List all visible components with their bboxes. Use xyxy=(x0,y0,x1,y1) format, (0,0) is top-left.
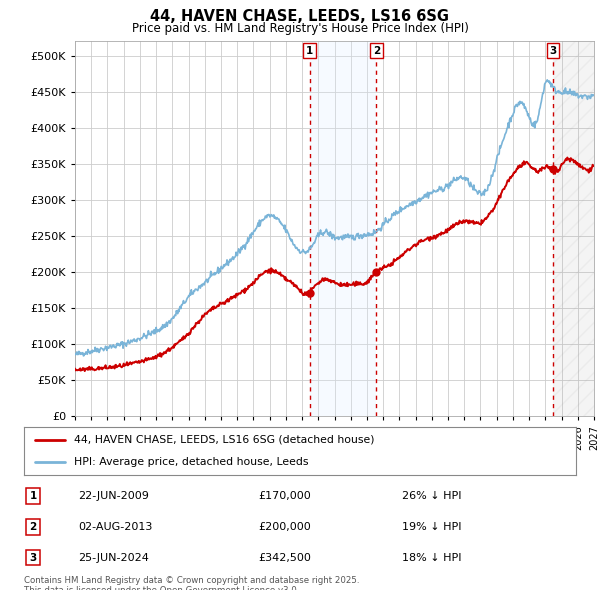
Text: 44, HAVEN CHASE, LEEDS, LS16 6SG: 44, HAVEN CHASE, LEEDS, LS16 6SG xyxy=(151,9,449,24)
Text: £170,000: £170,000 xyxy=(258,491,311,501)
Text: 1: 1 xyxy=(306,45,313,55)
Bar xyxy=(310,41,376,416)
Text: Price paid vs. HM Land Registry's House Price Index (HPI): Price paid vs. HM Land Registry's House … xyxy=(131,22,469,35)
Text: 19% ↓ HPI: 19% ↓ HPI xyxy=(402,522,461,532)
Text: £342,500: £342,500 xyxy=(258,553,311,562)
Text: Contains HM Land Registry data © Crown copyright and database right 2025.
This d: Contains HM Land Registry data © Crown c… xyxy=(24,576,359,590)
Bar xyxy=(553,41,594,416)
Text: 25-JUN-2024: 25-JUN-2024 xyxy=(78,553,149,562)
Text: HPI: Average price, detached house, Leeds: HPI: Average price, detached house, Leed… xyxy=(74,457,308,467)
Text: 02-AUG-2013: 02-AUG-2013 xyxy=(78,522,152,532)
Text: 3: 3 xyxy=(29,553,37,562)
Text: 2: 2 xyxy=(29,522,37,532)
Text: £200,000: £200,000 xyxy=(258,522,311,532)
Text: 44, HAVEN CHASE, LEEDS, LS16 6SG (detached house): 44, HAVEN CHASE, LEEDS, LS16 6SG (detach… xyxy=(74,435,374,445)
Text: 2: 2 xyxy=(373,45,380,55)
Text: 22-JUN-2009: 22-JUN-2009 xyxy=(78,491,149,501)
Text: 3: 3 xyxy=(550,45,557,55)
Text: 26% ↓ HPI: 26% ↓ HPI xyxy=(402,491,461,501)
Text: 1: 1 xyxy=(29,491,37,501)
Text: 18% ↓ HPI: 18% ↓ HPI xyxy=(402,553,461,562)
